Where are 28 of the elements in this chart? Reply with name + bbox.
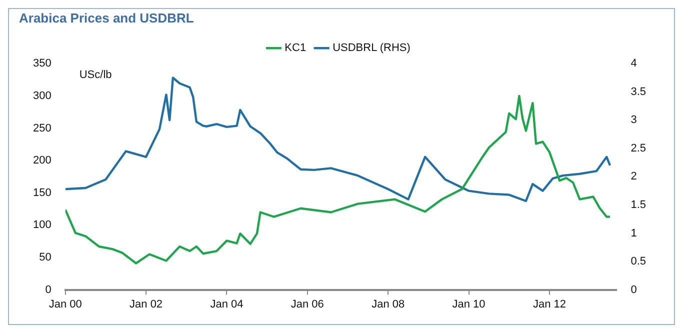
y-tick-label: 50	[39, 252, 52, 264]
legend-label: USDBRL (RHS)	[332, 42, 410, 54]
y2-tick-label: 2	[630, 170, 637, 183]
x-tick-label: Jan 08	[372, 298, 405, 310]
x-tick-label: Jan 04	[210, 298, 244, 310]
y2-tick-label: 4	[630, 58, 637, 70]
x-tick-label: Jan 02	[130, 298, 163, 310]
y-tick-label: 200	[32, 154, 52, 167]
y-tick-label: 0	[45, 284, 52, 296]
y2-tick-label: 1.5	[630, 199, 646, 212]
y-axis-title: USc/lb	[79, 69, 112, 82]
y2-tick-label: 0	[630, 284, 637, 296]
y-tick-label: 100	[32, 219, 52, 232]
x-tick-label: Jan 06	[290, 298, 324, 310]
y2-tick-label: 3	[630, 114, 637, 126]
x-tick-label: Jan 10	[452, 298, 486, 310]
y-tick-label: 250	[32, 122, 52, 134]
x-tick-label: Jan 12	[532, 298, 566, 310]
y2-tick-label: 3.5	[630, 86, 646, 98]
y-tick-label: 300	[32, 90, 52, 102]
y2-tick-label: 2.5	[630, 142, 646, 154]
y-tick-label: 150	[32, 186, 52, 199]
legend-label: KC1	[284, 42, 306, 54]
y-tick-label: 350	[32, 58, 52, 70]
y2-tick-label: 1	[630, 227, 637, 240]
y2-tick-label: 0.5	[630, 256, 646, 268]
x-tick-label: Jan 00	[48, 298, 82, 310]
chart-title: Arabica Prices and USDBRL	[19, 10, 194, 26]
